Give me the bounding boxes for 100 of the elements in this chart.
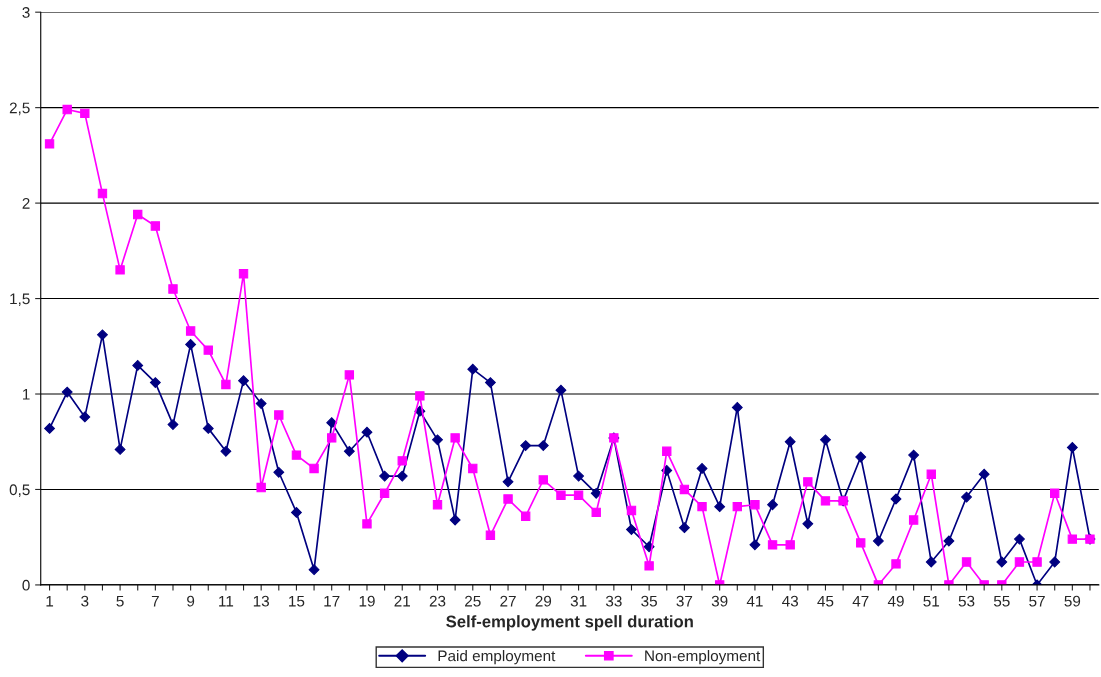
point	[626, 505, 637, 516]
x-tick-label: 17	[324, 595, 340, 607]
point	[133, 209, 143, 220]
point	[362, 519, 372, 529]
x-tick-label: 1	[46, 595, 54, 607]
point	[484, 377, 496, 388]
legend-label: Paid employment	[438, 650, 556, 665]
point	[961, 557, 972, 567]
point	[185, 326, 196, 336]
point	[273, 466, 285, 478]
point	[961, 491, 972, 503]
y-tick-label: 1,5	[10, 293, 30, 307]
point	[803, 477, 813, 487]
y-tick-label: 2,5	[9, 102, 30, 116]
point	[168, 284, 178, 294]
x-tick-label: 45	[817, 595, 834, 607]
x-tick-label: 59	[1064, 595, 1081, 607]
point	[432, 500, 443, 510]
x-tick-label: 19	[359, 595, 375, 607]
point	[908, 449, 920, 461]
point	[485, 530, 496, 540]
x-tick-label: 27	[500, 595, 516, 607]
point	[696, 463, 708, 474]
point	[555, 384, 567, 396]
point	[872, 535, 884, 547]
point	[590, 487, 602, 499]
point	[467, 363, 479, 375]
point	[61, 386, 73, 398]
legend-label: Non-employment	[645, 650, 761, 665]
point	[749, 539, 761, 551]
point	[996, 556, 1008, 568]
point	[662, 446, 672, 456]
point	[556, 490, 566, 500]
point	[379, 470, 391, 482]
point	[220, 445, 232, 457]
point	[255, 398, 267, 409]
point	[538, 475, 548, 485]
point	[468, 463, 478, 474]
point	[291, 450, 302, 460]
point	[502, 476, 514, 488]
point	[820, 496, 831, 506]
point	[343, 445, 355, 457]
y-tick-label: 1	[22, 389, 30, 400]
point	[767, 499, 778, 511]
point	[1066, 442, 1078, 453]
point	[221, 379, 231, 390]
point	[203, 345, 213, 355]
point	[379, 488, 390, 498]
point	[1014, 533, 1025, 545]
point	[890, 493, 902, 505]
point	[943, 535, 955, 547]
x-tick-label: 37	[676, 595, 693, 607]
point	[678, 522, 690, 534]
point	[767, 540, 778, 550]
point	[697, 501, 707, 512]
point	[415, 391, 425, 401]
y-tick-label: 2	[22, 197, 30, 209]
x-tick-label: 47	[852, 595, 869, 607]
point	[732, 501, 742, 512]
x-tick-label: 21	[394, 595, 410, 607]
point	[802, 518, 814, 530]
point	[326, 417, 338, 429]
point	[396, 470, 408, 482]
point	[1032, 557, 1042, 567]
point	[238, 269, 249, 279]
point	[731, 401, 743, 413]
point	[115, 265, 125, 275]
x-tick-label: 11	[219, 595, 234, 607]
point	[925, 556, 937, 568]
point	[503, 494, 513, 504]
x-axis-title: Self-employment spell duration	[446, 615, 693, 631]
point	[521, 511, 531, 521]
point	[644, 561, 654, 571]
point	[520, 440, 532, 451]
x-tick-label: 51	[923, 595, 940, 607]
x-tick-label: 49	[887, 595, 904, 607]
x-tick-label: 15	[289, 595, 305, 607]
point	[784, 436, 796, 448]
point	[591, 507, 601, 518]
point	[202, 422, 214, 434]
y-tick-label: 0,5	[9, 484, 30, 497]
point	[256, 482, 266, 493]
point	[573, 470, 585, 482]
point	[926, 469, 936, 479]
point	[97, 329, 108, 341]
point	[1014, 557, 1025, 567]
point	[978, 468, 990, 480]
point	[714, 501, 726, 513]
point	[185, 338, 197, 350]
point	[856, 538, 866, 548]
x-tick-label: 35	[641, 595, 657, 607]
point	[750, 500, 760, 510]
x-tick-label: 5	[116, 595, 124, 607]
point	[537, 440, 549, 451]
point	[149, 377, 161, 388]
x-tick-label: 29	[535, 595, 552, 607]
point	[397, 456, 407, 466]
point	[44, 139, 55, 149]
x-tick-label: 25	[465, 595, 481, 607]
point	[626, 524, 637, 535]
